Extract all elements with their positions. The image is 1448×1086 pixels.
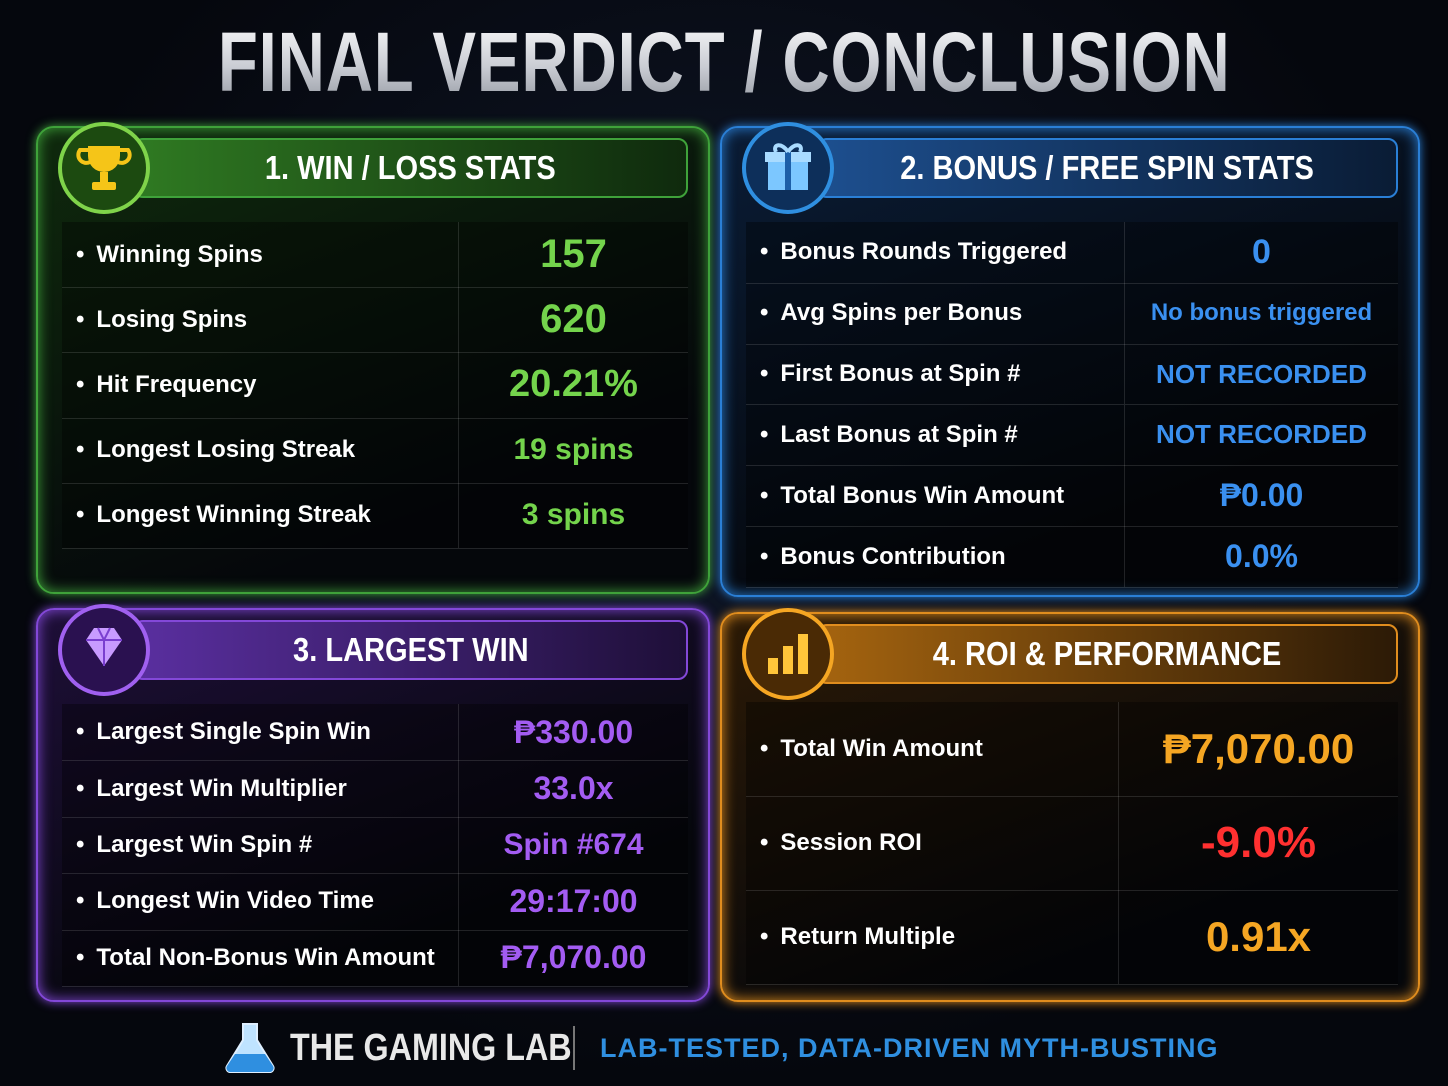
stat-row: Winning Spins 157 [62, 222, 688, 289]
stat-label: Longest Winning Streak [76, 501, 370, 529]
stat-value: 19 spins [458, 417, 688, 483]
stat-value: No bonus triggered [1124, 282, 1398, 344]
panel: 1. WIN / LOSS STATSWinning Spins157Losin… [36, 122, 710, 594]
panel-icon [742, 122, 834, 214]
stat-row: Longest Win Video Time 29:17:00 [62, 873, 688, 931]
stat-label: Winning Spins [76, 241, 262, 269]
stat-row: First Bonus at Spin # NOT RECORDED [746, 343, 1398, 406]
panel-header: 4. ROI & PERFORMANCE [817, 624, 1398, 684]
panel-header: 2. BONUS / FREE SPIN STATS [817, 138, 1398, 198]
stat-label: Total Bonus Win Amount [760, 482, 1064, 510]
stat-value: 3 spins [458, 482, 688, 548]
stat-value: 0.0% [1124, 526, 1398, 587]
stat-label: Largest Win Multiplier [76, 775, 346, 803]
stat-value: ₱7,070.00 [458, 929, 688, 986]
panel-icon [58, 122, 150, 214]
stat-label: Losing Spins [76, 306, 247, 334]
stat-label: Hit Frequency [76, 371, 256, 399]
panel-icon [58, 604, 150, 696]
stats-table: Winning Spins157Losing Spins620Hit Frequ… [62, 222, 688, 549]
stat-row: Bonus Contribution 0.0% [746, 526, 1398, 588]
stat-label: Session ROI [760, 829, 921, 857]
stat-label: Bonus Contribution [760, 543, 1005, 571]
title-wrap: FINAL VERDICT / CONCLUSION [0, 14, 1448, 111]
stat-row: Largest Single Spin Win ₱330.00 [62, 704, 688, 762]
stat-row: Avg Spins per Bonus No bonus triggered [746, 282, 1398, 345]
stat-label: Total Win Amount [760, 735, 982, 763]
stat-label: Return Multiple [760, 923, 955, 951]
stat-label: First Bonus at Spin # [760, 360, 1020, 388]
stat-label: Largest Single Spin Win [76, 718, 370, 746]
stat-value: ₱7,070.00 [1118, 702, 1398, 796]
stat-value: 0 [1124, 222, 1398, 283]
stat-row: Total Bonus Win Amount ₱0.00 [746, 465, 1398, 528]
stat-row: Largest Win Spin # Spin #674 [62, 816, 688, 875]
stat-value: 620 [458, 287, 688, 353]
panel-title: 3. LARGEST WIN [292, 631, 529, 668]
stat-value: 33.0x [458, 760, 688, 817]
panel: 3. LARGEST WIN Largest Single Spin Win ₱33… [36, 604, 710, 1002]
stats-table: Largest Single Spin Win₱330.00Largest Wi… [62, 704, 688, 987]
stat-value: 0.91x [1118, 890, 1398, 984]
stats-table: Total Win Amount ₱7,070.00 Session ROI -9.0… [746, 702, 1398, 985]
stats-table: Bonus Rounds Triggered0Avg Spins per Bon… [746, 222, 1398, 588]
panel-title: 2. BONUS / FREE SPIN STATS [900, 149, 1315, 186]
stat-value: -9.0% [1118, 796, 1398, 890]
stat-label: Avg Spins per Bonus [760, 299, 1022, 327]
tagline: LAB-TESTED, DATA-DRIVEN MYTH-BUSTING [600, 1033, 1218, 1063]
stat-row: Losing Spins 620 [62, 287, 688, 354]
stat-value: Spin #674 [458, 816, 688, 874]
stat-value: NOT RECORDED [1124, 404, 1398, 466]
stat-row: Total Win Amount ₱7,070.00 [746, 702, 1398, 797]
stat-value: 20.21% [458, 352, 688, 418]
stat-label: Last Bonus at Spin # [760, 421, 1017, 449]
stat-value: NOT RECORDED [1124, 343, 1398, 405]
stat-row: Last Bonus at Spin # NOT RECORDED [746, 404, 1398, 467]
panel: 4. ROI & PERFORMANCE Total Win Amount ₱7,0… [720, 608, 1420, 1002]
panel: 2. BONUS / FREE SPIN STATS Bonus Rounds T… [720, 122, 1420, 597]
page-title: FINAL VERDICT / CONCLUSION [217, 15, 1231, 109]
stat-row: Longest Winning Streak 3 spins [62, 482, 688, 549]
panel-header: 1. WIN / LOSS STATS [133, 138, 688, 198]
panel-icon [742, 608, 834, 700]
stat-row: Hit Frequency 20.21% [62, 352, 688, 419]
panel-header: 3. LARGEST WIN [133, 620, 688, 680]
stat-label: Bonus Rounds Triggered [760, 238, 1067, 266]
stat-row: Largest Win Multiplier 33.0x [62, 760, 688, 818]
stat-row: Bonus Rounds Triggered 0 [746, 222, 1398, 284]
stat-label: Largest Win Spin # [76, 831, 312, 859]
stat-row: Total Non-Bonus Win Amount ₱7,070.00 [62, 929, 688, 987]
flask-icon [225, 1023, 275, 1074]
stat-row: Session ROI -9.0% [746, 796, 1398, 891]
panel-title: 4. ROI & PERFORMANCE [933, 635, 1282, 672]
stat-label: Total Non-Bonus Win Amount [76, 944, 434, 972]
stat-label: Longest Losing Streak [76, 436, 355, 464]
stat-value: ₱0.00 [1124, 465, 1398, 527]
stat-value: ₱330.00 [458, 704, 688, 761]
panel-title: 1. WIN / LOSS STATS [265, 149, 556, 186]
stat-value: 29:17:00 [458, 873, 688, 930]
stat-value: 157 [458, 222, 688, 288]
stat-row: Return Multiple 0.91x [746, 890, 1398, 985]
stat-row: Longest Losing Streak 19 spins [62, 417, 688, 484]
stat-label: Longest Win Video Time [76, 887, 374, 915]
brand: THE GAMING LAB [290, 1027, 572, 1069]
footer: THE GAMING LAB LAB-TESTED, DATA-DRIVEN M… [225, 1023, 1218, 1074]
